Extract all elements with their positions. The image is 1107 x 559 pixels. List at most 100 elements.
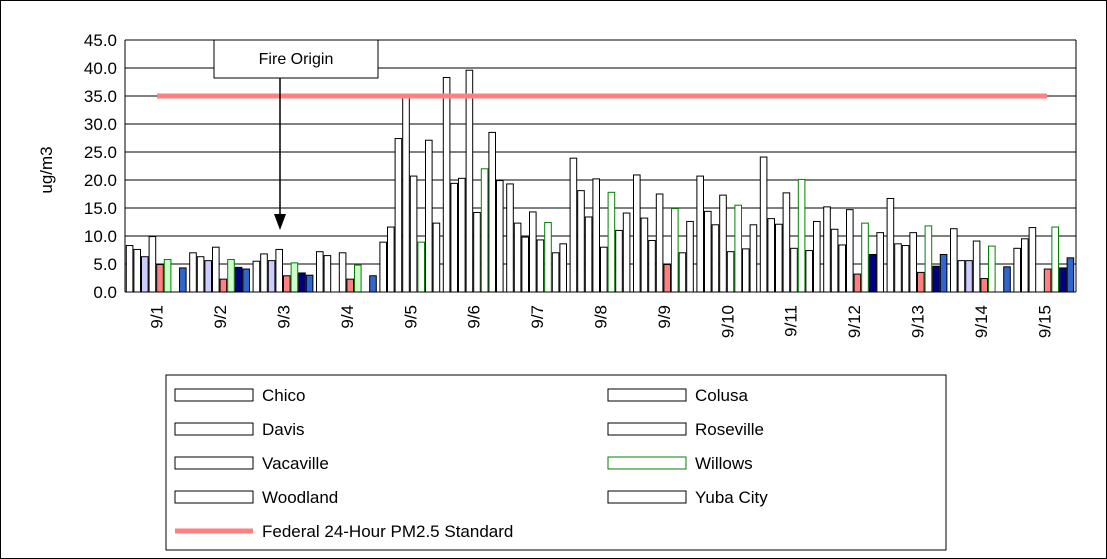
x-tick-label: 9/5 <box>401 305 420 329</box>
bar-chico <box>886 197 895 293</box>
bar-woodland <box>932 265 940 293</box>
legend-box <box>165 374 947 551</box>
bar-roseville <box>212 246 220 293</box>
bar-willows <box>734 204 743 293</box>
bar-chico <box>823 206 831 293</box>
legend-swatch <box>607 422 687 436</box>
y-tick-label: 15.0 <box>84 199 117 218</box>
bar-woodland <box>868 253 877 293</box>
y-tick-label: 25.0 <box>84 143 117 162</box>
bar-willows <box>924 225 933 293</box>
bar-yuba-city <box>876 232 885 293</box>
bar-yuba-city <box>939 253 948 293</box>
bar-yuba-city <box>432 222 441 293</box>
bar-vacaville <box>536 239 545 293</box>
bar-chico <box>506 183 514 293</box>
bar-colusa <box>513 222 522 293</box>
bar-roseville <box>972 240 981 293</box>
bar-yuba-city <box>369 275 377 293</box>
bar-vacaville <box>156 264 164 293</box>
axes <box>124 40 1077 293</box>
bar-davis <box>648 239 656 293</box>
bar-colusa <box>767 218 776 293</box>
bar-yuba-city <box>1066 257 1075 293</box>
legend-swatch <box>174 422 254 436</box>
bar-willows <box>290 262 299 293</box>
bar-woodland <box>678 252 687 293</box>
legend-label: Yuba City <box>695 488 768 507</box>
bar-roseville <box>592 178 601 293</box>
bar-colusa <box>450 182 458 293</box>
bar-yuba-city <box>622 212 631 293</box>
y-tick-label: 45.0 <box>84 31 117 50</box>
bar-roseville <box>338 252 347 293</box>
bar-willows <box>607 191 616 293</box>
bar-chico <box>125 245 134 293</box>
bar-woodland <box>488 131 496 293</box>
x-tick-label: 9/10 <box>718 305 737 338</box>
bar-vacaville <box>473 211 481 293</box>
legend-label: Roseville <box>695 420 764 439</box>
bar-roseville <box>465 69 474 293</box>
y-tick-label: 0.0 <box>93 283 117 302</box>
bar-willows <box>797 178 806 293</box>
legend-label: Willows <box>695 454 753 473</box>
bar-chico <box>696 175 705 293</box>
bar-willows <box>861 222 869 293</box>
bar-colusa <box>196 256 205 293</box>
bar-vacaville <box>1043 268 1052 293</box>
x-tick-label: 9/6 <box>465 305 484 329</box>
bar-vacaville <box>409 175 418 293</box>
bar-colusa <box>1021 238 1029 293</box>
bar-colusa <box>894 243 902 293</box>
bar-vacaville <box>600 246 608 293</box>
bar-yuba-city <box>749 224 758 293</box>
legend-label: Vacaville <box>262 454 329 473</box>
bar-vacaville <box>790 247 798 293</box>
bar-yuba-city <box>496 180 504 293</box>
y-tick-label: 40.0 <box>84 59 117 78</box>
bar-yuba-city <box>242 268 250 293</box>
bar-davis <box>267 260 276 293</box>
x-tick-label: 9/11 <box>782 305 801 337</box>
bar-vacaville <box>980 278 989 293</box>
bar-davis <box>521 236 530 293</box>
x-tick-label: 9/15 <box>1035 305 1054 338</box>
bar-vacaville <box>853 273 862 293</box>
bar-colusa <box>830 228 839 293</box>
bar-yuba-city <box>305 274 314 293</box>
bar-davis <box>775 223 783 293</box>
bar-woodland <box>425 139 433 293</box>
legend-label: Federal 24-Hour PM2.5 Standard <box>262 522 513 541</box>
bar-yuba-city <box>1003 266 1011 293</box>
bar-davis <box>394 138 403 293</box>
bar-chico <box>633 174 641 293</box>
y-tick-label: 20.0 <box>84 171 117 190</box>
bar-vacaville <box>283 275 291 293</box>
bar-willows <box>480 168 489 293</box>
legend-label: Davis <box>262 420 305 439</box>
legend-label: Chico <box>262 386 305 405</box>
legend-swatch <box>174 388 254 402</box>
bar-colusa <box>640 217 649 293</box>
bar-willows <box>544 222 552 293</box>
bar-colusa <box>957 260 966 293</box>
bar-roseville <box>655 193 664 293</box>
bar-davis <box>204 260 212 293</box>
fire-origin-annotation: Fire Origin <box>213 39 379 230</box>
bar-willows <box>671 208 679 293</box>
bar-colusa <box>387 226 395 293</box>
y-tick-label: 5.0 <box>93 255 117 274</box>
bar-roseville <box>529 211 537 293</box>
bar-chico <box>569 157 578 293</box>
bar-colusa <box>577 190 585 293</box>
bar-willows <box>227 259 235 293</box>
bar-davis <box>584 216 593 293</box>
bar-davis <box>901 245 910 293</box>
annotation-label: Fire Origin <box>259 51 334 68</box>
bar-colusa <box>323 255 332 293</box>
bar-woodland <box>805 250 814 293</box>
annotation-arrowhead <box>274 214 286 230</box>
bar-vacaville <box>663 264 672 293</box>
legend-label: Colusa <box>695 386 748 405</box>
